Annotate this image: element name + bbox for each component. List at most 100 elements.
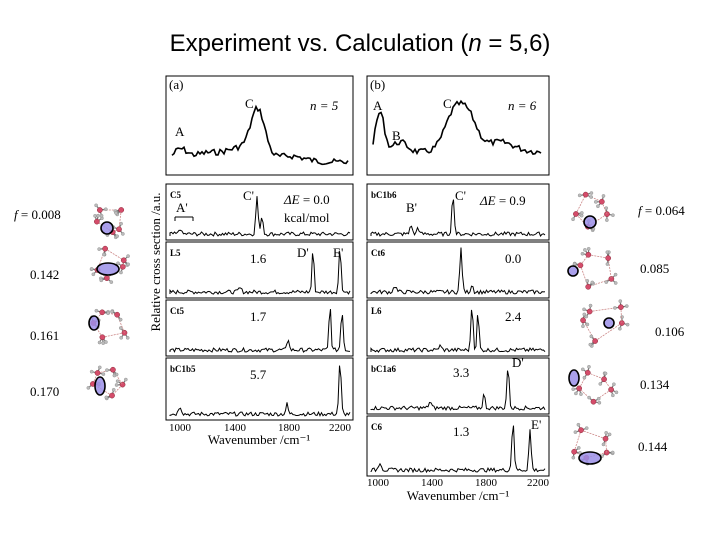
row-label-Ct6: Ct6 [371, 248, 385, 258]
panel-b-peak-Bprime: B' [406, 200, 417, 215]
panel-a-n-label: n = 5 [310, 98, 339, 113]
highlight-ellipse [100, 221, 114, 235]
row-label-C5: C5 [170, 190, 181, 200]
left-f-value-1: f = 0.008 [14, 207, 61, 222]
panel-b-experiment-trace [372, 99, 542, 156]
right-f-value-1: f = 0.064 [638, 203, 685, 218]
tick-b-1400: 1400 [421, 477, 444, 489]
right-f-value-4: 0.134 [640, 377, 670, 392]
calc-trace-bC1b6 [370, 199, 546, 238]
highlight-ellipse [568, 369, 580, 387]
highlight-ellipse [94, 376, 106, 396]
panel-b-n-label: n = 6 [508, 98, 537, 113]
left-f-value-4: 0.170 [30, 384, 60, 399]
energy-b-Ct6: 0.0 [505, 251, 522, 266]
tick-a-2200: 2200 [329, 422, 352, 434]
molecule-clusters [86, 191, 630, 466]
cluster-right-1 [571, 191, 615, 232]
cluster-left-4 [86, 365, 128, 401]
highlight-ellipse [583, 215, 597, 229]
panel-a: (a) n = 5 A C C5 L5 Ct5 bC1b5 A' C' D' E… [165, 75, 354, 447]
panel-a-peak-Dprime: D' [297, 245, 309, 260]
panel-a-peak-C: C [245, 96, 254, 111]
row-label-bC1b6: bC1b6 [371, 190, 397, 200]
calc-trace-C6 [370, 425, 546, 474]
energy-a-C5: ΔE = 0.0 [284, 192, 330, 207]
row-label-Ct5: Ct5 [170, 306, 184, 316]
calc-trace-Ct6 [370, 247, 546, 296]
tick-a-1800: 1800 [278, 422, 301, 434]
energy-b-bC1b6: ΔE = 0.9 [480, 193, 526, 208]
highlight-ellipse [567, 265, 579, 277]
energy-b-L6: 2.4 [505, 309, 522, 324]
panel-a-x-ticks: 1000 1400 1800 2200 [169, 422, 352, 434]
row-label-L6: L6 [371, 306, 382, 316]
calc-trace-L6 [370, 309, 546, 353]
panel-a-row-bC1b5 [165, 357, 354, 421]
panel-a-peak-Eprime: E' [333, 245, 343, 260]
panel-b: (b) n = 6 A B C bC1b6 Ct6 L6 bC1a6 C6 C'… [366, 75, 550, 503]
slide-title: Experiment vs. Calculation (n = 5,6) [169, 30, 551, 57]
panel-b-x-ticks: 1000 1400 1800 2200 [367, 477, 550, 489]
right-f-value-3: 0.106 [655, 324, 685, 339]
energy-unit: kcal/mol [284, 210, 330, 225]
panel-a-tag: (a) [169, 77, 183, 92]
panel-a-experiment-frame [165, 75, 354, 176]
panel-b-row-C6 [366, 415, 550, 477]
panel-a-x-label: Wavenumber /cm⁻¹ [208, 432, 311, 447]
energy-b-C6: 1.3 [453, 424, 470, 439]
left-f-value-2: 0.142 [30, 267, 60, 282]
calc-trace-bC1b5 [169, 365, 351, 417]
panel-b-row-bC1b6 [366, 183, 550, 241]
energy-a-L5: 1.6 [250, 251, 267, 266]
tick-a-1000: 1000 [169, 422, 192, 434]
row-label-L5: L5 [170, 248, 181, 258]
panel-a-row-L5 [165, 241, 354, 299]
highlight-ellipse [578, 451, 602, 465]
calc-trace-L5 [169, 251, 351, 295]
cluster-right-2 [567, 246, 618, 290]
panel-a-experiment-trace [171, 104, 349, 166]
row-label-bC1b5: bC1b5 [170, 364, 196, 374]
cluster-right-3 [580, 299, 630, 348]
left-f-value-3: 0.161 [30, 328, 60, 343]
panel-a-row-C5 [165, 183, 354, 241]
calc-trace-C5 [169, 196, 351, 237]
energy-b-bC1a6: 3.3 [453, 365, 470, 380]
right-f-value-5: 0.144 [638, 439, 668, 454]
highlight-ellipse [88, 315, 100, 331]
panel-b-x-label: Wavenumber /cm⁻¹ [407, 488, 510, 503]
highlight-ellipse [603, 317, 615, 329]
panel-b-peak-A: A [373, 98, 383, 113]
cluster-left-1 [93, 203, 125, 240]
calc-trace-Ct5 [169, 309, 351, 353]
right-f-value-2: 0.085 [640, 261, 670, 276]
tick-b-2200: 2200 [527, 477, 550, 489]
panel-a-peak-Aprime: A' [176, 200, 188, 215]
highlight-ellipse [96, 262, 120, 276]
panel-b-peak-Eprime: E' [531, 417, 542, 432]
cluster-left-2 [89, 245, 130, 284]
energy-a-Ct5: 1.7 [250, 309, 267, 324]
tick-a-1400: 1400 [224, 422, 247, 434]
cluster-right-5 [571, 422, 615, 466]
panel-b-tag: (b) [370, 77, 385, 92]
panel-b-row-bC1a6 [366, 357, 550, 415]
y-axis-label: Relative cross section /a.u. [148, 193, 163, 332]
energy-a-bC1b5: 5.7 [250, 367, 267, 382]
panel-b-peak-B: B [392, 128, 401, 143]
calc-trace-bC1a6 [370, 370, 546, 412]
panel-b-row-L6 [366, 299, 550, 357]
tick-b-1800: 1800 [475, 477, 498, 489]
panel-a-row-Ct5 [165, 299, 354, 357]
tick-b-1000: 1000 [367, 477, 390, 489]
panel-a-peak-Cprime: C' [243, 188, 254, 203]
panel-b-peak-C: C [443, 96, 452, 111]
cluster-left-3 [88, 308, 130, 345]
panel-b-experiment-frame [366, 75, 550, 176]
cluster-right-4 [568, 365, 619, 405]
panel-a-peak-A: A [175, 124, 185, 139]
row-label-bC1a6: bC1a6 [371, 364, 397, 374]
row-label-C6: C6 [371, 422, 382, 432]
